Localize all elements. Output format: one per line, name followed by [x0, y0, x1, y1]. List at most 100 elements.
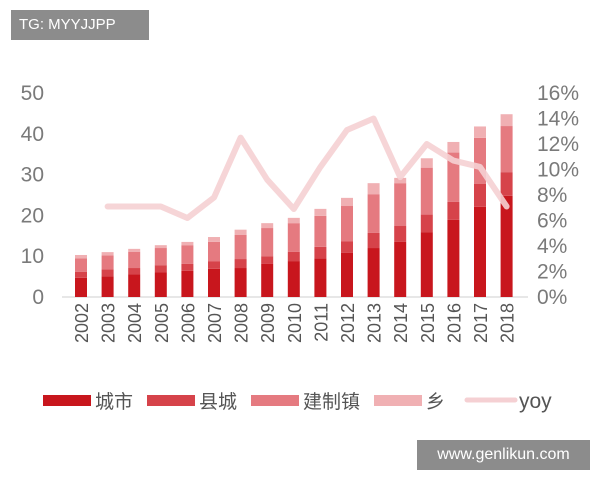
bar-segment	[154, 245, 167, 249]
bar-segment	[208, 261, 220, 269]
bar-segment	[128, 251, 141, 269]
bar-segment	[101, 252, 114, 256]
bar-segment	[341, 241, 353, 253]
y-right-tick-label: 4%	[537, 235, 567, 258]
bar-segment	[420, 158, 433, 168]
x-tick-label: 2016	[444, 303, 464, 343]
bar-segment	[500, 195, 513, 297]
bar-segment	[181, 270, 194, 297]
bar-segment	[314, 208, 327, 216]
legend-swatch	[147, 395, 195, 406]
x-tick-label: 2014	[391, 303, 411, 343]
bar-segment	[234, 268, 247, 297]
bar-segment	[500, 114, 513, 127]
x-tick-label: 2017	[471, 303, 491, 343]
x-tick-label: 2012	[338, 303, 358, 343]
bar-segment	[75, 277, 87, 297]
bar-segment	[447, 219, 460, 297]
y-left-tick-label: 50	[21, 82, 44, 105]
bar-segment	[154, 265, 167, 273]
bar-segment	[261, 223, 274, 229]
bar-segment	[447, 141, 460, 153]
bar-segment	[367, 183, 380, 195]
y-right-tick-label: 8%	[537, 184, 567, 207]
legend-label: yoy	[519, 390, 552, 413]
x-tick-label: 2011	[311, 303, 331, 342]
x-tick-label: 2004	[125, 303, 145, 343]
y-left-tick-label: 40	[21, 123, 44, 146]
bar-segment	[75, 271, 87, 278]
bar-segment	[234, 234, 247, 260]
bar-segment	[341, 252, 353, 297]
bar-segment	[287, 251, 300, 262]
bar-segment	[500, 126, 513, 173]
x-tick-label: 2008	[232, 303, 252, 343]
y-right-tick-label: 2%	[537, 261, 567, 284]
bar-segment	[287, 223, 300, 252]
x-tick-label: 2013	[365, 303, 385, 343]
x-tick-label: 2005	[152, 303, 172, 343]
legend-swatch	[251, 395, 299, 406]
y-left-tick-label: 0	[32, 286, 44, 309]
bar-segment	[181, 263, 194, 271]
x-tick-label: 2018	[498, 303, 518, 343]
legend-label: 县城	[199, 391, 237, 413]
bar-segment	[394, 183, 407, 227]
bar-segment	[500, 172, 513, 196]
yoy-line	[104, 115, 510, 221]
bar-segment	[287, 217, 300, 224]
x-tick-label: 2003	[99, 303, 119, 343]
bar-segment	[234, 259, 247, 269]
bar-segment	[181, 241, 194, 246]
bar-segment	[367, 232, 380, 249]
legend-label: 建制镇	[303, 391, 360, 413]
bar-segment	[447, 152, 460, 202]
bar-segment	[75, 258, 87, 272]
x-tick-label: 2010	[285, 303, 305, 343]
x-tick-label: 2006	[178, 303, 198, 343]
bar-segment	[75, 254, 87, 259]
bar-segment	[314, 215, 327, 247]
bar-segment	[101, 276, 114, 297]
bar-segment	[261, 263, 274, 297]
x-tick-label: 2009	[258, 303, 278, 343]
x-tick-label: 2002	[72, 303, 92, 343]
bar-segment	[474, 126, 486, 138]
bar-segment	[341, 206, 353, 242]
y-right-tick-label: 12%	[537, 133, 579, 156]
watermark-top: TG: MYYJJPP	[11, 10, 149, 40]
legend-swatch	[43, 395, 91, 406]
bar-segment	[128, 274, 141, 297]
bar-segment	[341, 197, 353, 207]
bar-segment	[394, 177, 407, 184]
bar-segment	[128, 268, 141, 275]
bar-segment	[394, 241, 407, 297]
x-tick-label: 2007	[205, 303, 225, 343]
y-right-tick-label: 10%	[537, 159, 579, 182]
y-right-tick-label: 0%	[537, 286, 567, 309]
bar-segment	[208, 237, 220, 242]
legend-label: 乡	[426, 391, 445, 413]
x-tick-label: 2015	[418, 303, 438, 343]
y-right-tick-label: 14%	[537, 108, 579, 131]
bar-segment	[447, 201, 460, 220]
bar-segment	[181, 245, 194, 264]
bar-segment	[287, 261, 300, 297]
watermark-bottom: www.genlikun.com	[417, 440, 590, 470]
y-left-tick-label: 20	[21, 204, 44, 227]
bar-segment	[208, 268, 220, 297]
bar-segment	[420, 214, 433, 233]
bar-segment	[420, 232, 433, 297]
bar-segment	[101, 255, 114, 270]
bar-segment	[234, 229, 247, 235]
bar-segment	[420, 167, 433, 215]
bar-segment	[367, 194, 380, 233]
y-left-tick-label: 30	[21, 164, 44, 187]
y-right-tick-label: 16%	[537, 82, 579, 105]
bar-segment	[208, 241, 220, 262]
bar-segment	[154, 272, 167, 297]
bar-segment	[128, 248, 141, 252]
bar-segment	[394, 226, 407, 242]
bar-segment	[314, 258, 327, 297]
